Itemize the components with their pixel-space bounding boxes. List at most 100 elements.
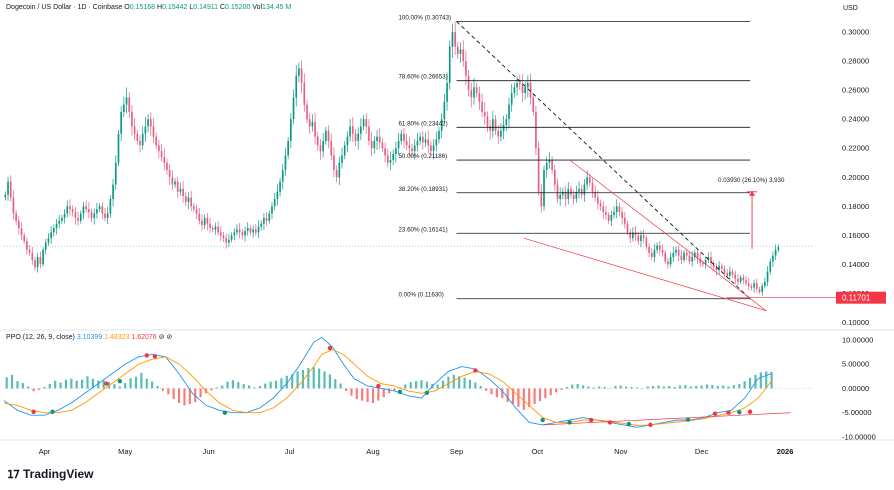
candle-body <box>392 154 395 160</box>
candle-body <box>524 87 526 94</box>
candle-body <box>640 235 642 242</box>
ppo-histogram-bar <box>668 386 671 389</box>
candle-body <box>411 148 413 152</box>
ppo-histogram-bar <box>711 385 714 389</box>
candle-body <box>510 93 513 105</box>
candle-body <box>249 228 252 233</box>
measure-arrowhead <box>749 190 756 196</box>
ppo-signal-value: 1.48323 <box>104 334 130 341</box>
candle-body <box>98 206 101 210</box>
ppo-histogram-bar <box>118 386 121 389</box>
time-tick-label: Sep <box>450 447 463 456</box>
candle-body <box>71 209 74 213</box>
candle-body <box>408 145 411 149</box>
candle-body <box>413 145 416 152</box>
ppo-histogram-bar <box>754 374 757 389</box>
close-label: C <box>219 4 226 11</box>
candle-body <box>123 104 125 112</box>
ppo-cross-marker <box>473 368 478 373</box>
candle-body <box>15 213 17 221</box>
candle-body <box>424 139 427 143</box>
candle-body <box>766 271 769 282</box>
ppo-histogram-bar <box>409 382 412 389</box>
candle-body <box>645 238 648 247</box>
ppo-histogram-bar <box>738 384 741 389</box>
ppo-histogram-bar <box>673 386 676 389</box>
candle-body <box>473 87 475 98</box>
open-value: 0.15168 <box>129 4 156 11</box>
candle-body <box>306 104 308 120</box>
fib-level-label: 100.00% (0.30743) <box>398 14 451 21</box>
time-tick-label: Aug <box>366 447 379 456</box>
candle-body <box>265 217 268 221</box>
candle-body <box>492 119 494 131</box>
candle-body <box>467 75 470 91</box>
candle-body <box>527 82 529 88</box>
candle-body <box>707 257 710 260</box>
ppo-histogram-bar <box>221 385 224 389</box>
high-label: H <box>157 4 163 11</box>
candle-body <box>416 140 419 146</box>
ppo-histogram-bar <box>86 376 89 389</box>
candle-body <box>395 148 397 155</box>
ppo-histogram-bar <box>48 384 51 389</box>
measure-label: 0.03930 (26.10%) 3,930 <box>718 177 785 184</box>
candle-body <box>435 139 438 146</box>
candle-body <box>273 199 276 207</box>
ppo-histogram-bar <box>210 388 213 391</box>
ppo-histogram-bar <box>506 388 509 403</box>
ppo-histogram-bar <box>258 386 261 389</box>
candle-body <box>502 125 505 131</box>
ppo-histogram-bar <box>102 380 105 389</box>
candle-body <box>586 177 588 185</box>
time-tick-label: Nov <box>614 447 628 456</box>
fib-level-label: 38.20% (0.18931) <box>398 186 447 193</box>
tradingview-brand: 𝟣𝟩 TradingView <box>7 467 93 481</box>
ppo-cross-marker <box>144 353 149 358</box>
candle-body <box>101 206 104 214</box>
price-tick-label: 0.30000 <box>842 28 869 37</box>
ppo-histogram-bar <box>247 385 251 389</box>
candle-body <box>548 159 551 163</box>
candle-body <box>90 212 93 218</box>
ppo-histogram-bar <box>339 383 342 389</box>
candle-body <box>184 196 187 202</box>
ppo-cross-marker <box>376 383 381 389</box>
visibility-icons[interactable]: ⊘ ⊘ <box>158 334 173 341</box>
candle-body <box>271 206 273 214</box>
ppo-cross-marker <box>747 409 753 414</box>
ppo-histogram-bar <box>441 380 445 389</box>
ppo-histogram-bar <box>81 379 84 389</box>
ppo-histogram-bar <box>172 388 175 400</box>
candle-body <box>419 136 421 141</box>
ppo-histogram-bar <box>684 385 687 389</box>
ppo-histogram-bar <box>75 380 78 389</box>
currency-label: USD <box>843 5 858 12</box>
candle-body <box>281 170 284 182</box>
ppo-cross-marker <box>737 410 742 415</box>
candle-body <box>174 181 176 185</box>
ppo-histogram-bar <box>145 378 148 389</box>
candle-body <box>532 97 535 112</box>
candle-body <box>529 82 532 98</box>
candle-body <box>696 252 699 259</box>
candle-body <box>704 259 707 265</box>
candle-body <box>642 235 645 239</box>
ppo-histogram-bar <box>253 387 256 389</box>
ppo-histogram-bar <box>312 367 315 389</box>
candle-body <box>578 188 580 192</box>
ppo-histogram-bar <box>743 381 746 389</box>
candle-body <box>187 197 190 202</box>
candle-body <box>381 142 384 149</box>
ppo-cross-marker <box>222 410 228 415</box>
candle-body <box>279 181 281 192</box>
candle-body <box>322 140 324 152</box>
price-tick-label: 0.20000 <box>842 173 869 182</box>
symbol-header: Dogecoin / US Dollar · 1D · Coinbase O0.… <box>6 4 291 11</box>
ppo-histogram-bar <box>296 371 299 389</box>
candle-body <box>772 255 774 262</box>
candle-body <box>31 252 34 260</box>
candle-body <box>384 148 386 156</box>
candle-body <box>77 217 79 221</box>
